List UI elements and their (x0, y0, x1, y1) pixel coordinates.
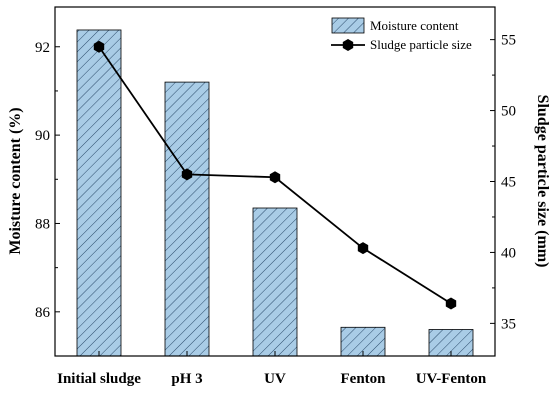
legend-swatch-moisture (331, 17, 365, 34)
x-tick-label: UV-Fenton (416, 371, 487, 387)
x-tick-label: UV (264, 371, 286, 387)
right-tick-label: 50 (501, 104, 516, 120)
bars-layer (76, 29, 474, 357)
right-tick-label: 45 (501, 175, 516, 191)
particle-size-point (181, 168, 193, 181)
bar-uv (252, 207, 298, 357)
left-tick-label: 88 (35, 216, 50, 232)
particle-size-point (357, 242, 369, 255)
left-tick-label: 90 (35, 128, 50, 144)
y-axis-title: Moisture content (%) (7, 107, 24, 254)
bar-initial-sludge (76, 29, 122, 357)
legend-label-moisture: Moisture content (370, 18, 459, 33)
x-axis: Initial sludge pH 3 UV Fenton UV-Fenton (57, 351, 487, 387)
right-tick-label: 55 (501, 33, 516, 49)
y2-axis-title: Sludge particle size (mm) (534, 95, 550, 268)
bar-ph-3 (164, 81, 210, 357)
x-tick-label: Fenton (341, 371, 387, 387)
particle-size-point (445, 297, 457, 310)
right-tick-label: 35 (501, 316, 516, 332)
right-axis: 35 40 45 50 55 (490, 33, 516, 332)
particle-size-point (93, 40, 105, 53)
x-tick-label: Initial sludge (57, 371, 141, 387)
left-tick-label: 92 (35, 40, 50, 56)
legend: Moisture content Sludge particle size (331, 17, 472, 52)
legend-marker-particle (342, 39, 354, 51)
line-layer (93, 40, 457, 310)
right-tick-label: 40 (501, 245, 516, 261)
left-tick-label: 86 (35, 305, 51, 321)
left-axis: 86 88 90 92 (35, 40, 60, 357)
x-tick-label: pH 3 (171, 371, 202, 387)
particle-size-point (269, 171, 281, 184)
legend-label-particle: Sludge particle size (370, 37, 472, 52)
